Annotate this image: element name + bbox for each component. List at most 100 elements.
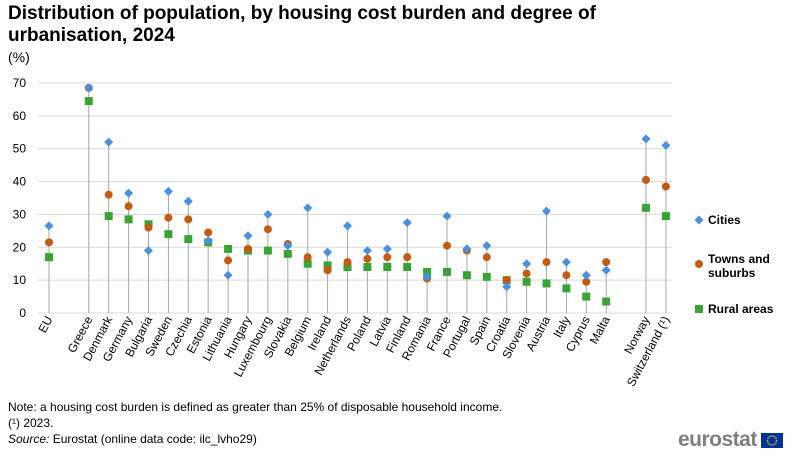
data-point-circle [562,271,571,280]
data-point-diamond [124,188,134,198]
data-point-diamond [343,221,352,231]
data-point-diamond [84,83,94,93]
data-point-square [642,203,650,212]
note-text: Note: a housing cost burden is defined a… [8,400,503,414]
y-tick-label: 0 [19,306,26,320]
data-point-diamond [183,196,193,206]
data-point-square [582,292,591,301]
data-point-square [343,263,352,271]
data-point-square [184,235,193,244]
data-point-circle [263,225,272,234]
data-point-circle [104,190,113,199]
data-point-diamond [542,206,551,216]
data-point-square [602,297,611,306]
data-point-circle [582,277,591,286]
data-point-diamond [263,209,273,219]
data-point-square [124,215,133,224]
data-point-diamond [581,270,591,280]
data-point-diamond [522,259,532,269]
data-point-diamond [601,265,611,275]
data-point-circle [164,213,173,222]
data-point-square [443,267,451,276]
data-point-square [303,259,312,268]
data-point-circle [502,276,511,285]
data-point-square [522,277,531,286]
data-point-square [562,284,571,293]
data-point-circle [343,258,352,267]
data-point-diamond [203,236,213,246]
data-point-circle [482,253,491,262]
data-point-diamond [303,203,313,213]
data-point-square [283,249,292,258]
data-point-diamond [482,241,492,251]
data-point-square [84,97,93,106]
legend-marker [694,215,704,225]
data-point-square [224,244,233,253]
data-point-square [482,272,491,281]
data-point-diamond [422,272,432,282]
data-point-square [323,261,332,270]
data-point-circle [45,238,53,247]
data-point-circle [383,253,392,262]
source-label: Source: [8,432,50,446]
y-tick-label: 40 [13,175,27,189]
notes-block: Note: a housing cost burden is defined a… [8,399,502,447]
legend-label: Towns and [708,252,770,266]
data-point-square [164,230,173,239]
chart-title: Distribution of population, by housing c… [8,3,596,46]
data-point-circle [124,202,133,211]
data-point-square [661,212,670,221]
y-axis-unit: (%) [8,49,30,65]
y-tick-label: 60 [13,109,27,123]
eurostat-logo: eurostat [678,428,783,452]
data-point-diamond [144,246,153,256]
data-point-circle [244,244,252,253]
data-point-square [403,263,412,271]
data-point-square [263,246,272,255]
data-point-diamond [661,140,671,150]
data-point-diamond [223,270,233,280]
data-point-circle [602,258,611,267]
source-text: Eurostat (online data code: ilc_lvho29) [49,432,257,446]
data-point-circle [661,182,670,191]
data-point-circle [224,256,233,265]
data-point-diamond [104,137,114,147]
data-point-circle [403,253,412,262]
footnote-text: (¹) 2023. [8,416,54,430]
y-tick-label: 20 [13,240,27,254]
data-point-diamond [641,134,651,144]
data-point-circle [522,269,531,278]
data-point-circle [363,254,372,263]
data-point-diamond [561,257,571,267]
data-point-square [383,263,392,271]
eu-flag-icon [760,432,783,448]
legend-label: Rural areas [708,302,774,316]
source-line: Source: Eurostat (online data code: ilc_… [8,431,502,447]
data-point-diamond [402,218,412,228]
data-point-circle [642,175,650,184]
logo-text: eurostat [678,428,757,451]
data-point-square [462,271,471,280]
data-point-diamond [362,246,372,256]
x-tick-label: Malta [587,314,613,347]
data-point-diamond [462,244,472,254]
data-point-square [423,267,432,276]
y-tick-label: 50 [13,142,27,156]
y-tick-label: 30 [13,207,27,221]
data-point-circle [204,228,213,237]
data-point-diamond [283,241,293,251]
legend-marker [695,260,703,268]
data-point-circle [144,223,153,232]
legend-marker [695,305,703,313]
data-point-square [104,212,113,221]
data-point-square [542,279,551,288]
y-tick-label: 70 [13,76,27,90]
data-point-square [45,253,53,262]
data-point-diamond [502,282,512,292]
data-point-circle [184,215,193,224]
x-tick-label: EU [35,314,55,335]
data-point-square [363,263,372,271]
data-point-diamond [442,211,452,221]
data-point-diamond [243,231,253,241]
